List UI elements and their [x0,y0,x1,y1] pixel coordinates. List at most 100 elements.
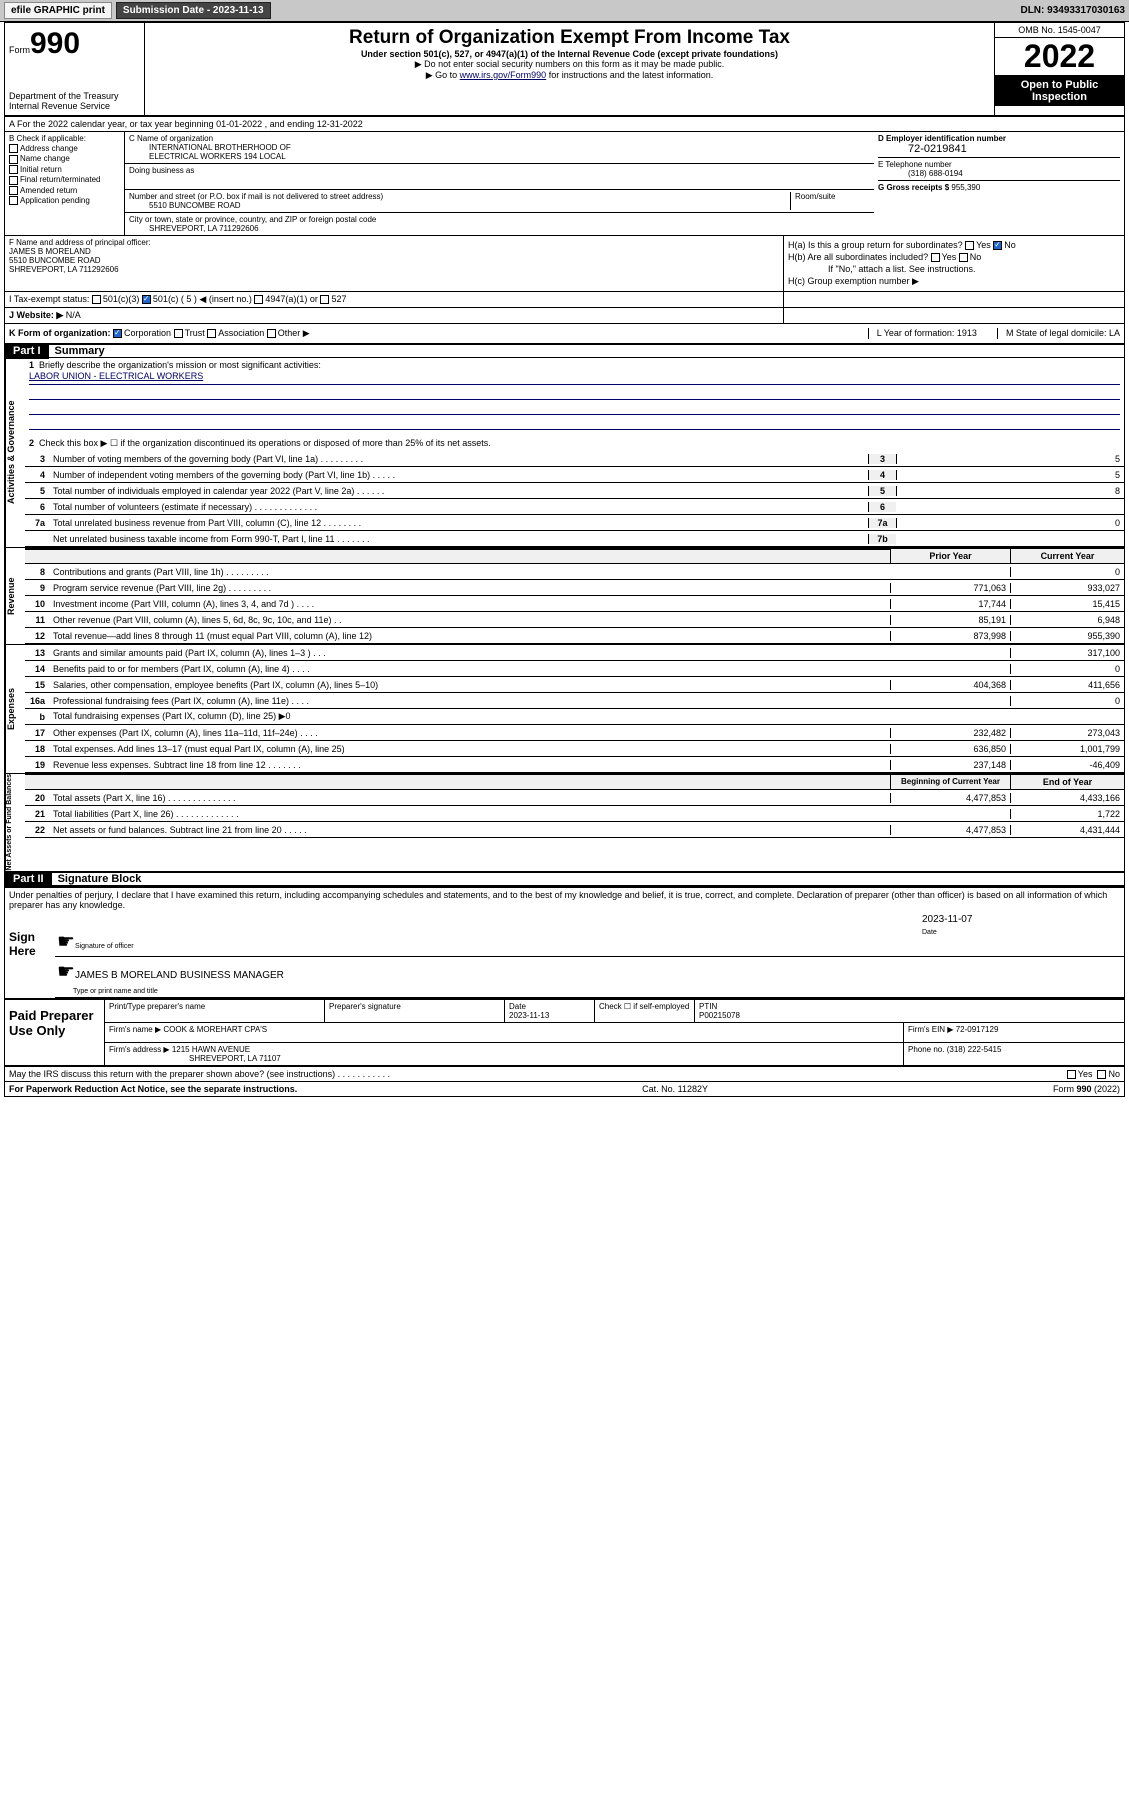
form-id-box: Form990 Department of the Treasury Inter… [5,23,145,115]
irs-link[interactable]: www.irs.gov/Form990 [460,70,547,80]
col-f: F Name and address of principal officer:… [5,236,784,291]
row-j: J Website: ▶ N/A [5,308,1124,324]
firm-name-label: Firm's name ▶ [109,1025,161,1034]
tax-year: 2022 [995,38,1124,76]
end-header: End of Year [1010,775,1124,789]
discuss-text: May the IRS discuss this return with the… [9,1069,390,1079]
note2: ▶ Go to www.irs.gov/Form990 for instruct… [149,70,990,81]
gov-line-3: 3Number of voting members of the governi… [25,451,1124,467]
side-net: Net Assets or Fund Balances [5,774,25,871]
gov-section: Activities & Governance 1 Briefly descri… [5,358,1124,547]
mission-text: LABOR UNION - ELECTRICAL WORKERS [29,371,1120,385]
q2: Check this box ▶ ☐ if the organization d… [39,438,491,448]
f-label: F Name and address of principal officer: [9,238,779,247]
org-name2: ELECTRICAL WORKERS 194 LOCAL [129,152,870,161]
officer-city: SHREVEPORT, LA 711292606 [9,265,779,274]
current-header: Current Year [1010,549,1124,563]
line-11: 11Other revenue (Part VIII, column (A), … [25,612,1124,628]
cb-address[interactable]: Address change [9,144,120,153]
phone-value: (318) 688-0194 [878,169,1120,178]
cb-initial[interactable]: Initial return [9,165,120,174]
paid-label: Paid Preparer Use Only [5,1000,105,1065]
gov-line-7b: Net unrelated business taxable income fr… [25,531,1124,547]
b-title: B Check if applicable: [9,134,120,143]
i-label: I Tax-exempt status: [9,294,89,304]
irs-label: Internal Revenue Service [9,101,140,111]
part1-header: Part ISummary [5,345,1124,358]
paid-preparer-area: Paid Preparer Use Only Print/Type prepar… [5,1000,1124,1067]
ptin: P00215078 [699,1011,740,1020]
efile-button[interactable]: efile GRAPHIC print [4,2,112,19]
declaration: Under penalties of perjury, I declare th… [5,886,1124,912]
firm-addr1: 1215 HAWN AVENUE [172,1045,250,1054]
hc-label: H(c) Group exemption number ▶ [788,276,1120,287]
gov-line-4: 4Number of independent voting members of… [25,467,1124,483]
subtitle: Under section 501(c), 527, or 4947(a)(1)… [149,49,990,59]
cb-name[interactable]: Name change [9,154,120,163]
line-16a: 16aProfessional fundraising fees (Part I… [25,693,1124,709]
org-name1: INTERNATIONAL BROTHERHOOD OF [129,143,870,152]
section-bcde: B Check if applicable: Address change Na… [5,132,1124,236]
c3: 501(c)(3) [103,294,140,304]
k-assoc: Association [218,328,264,338]
cb-pending[interactable]: Application pending [9,196,120,205]
firm-addr-label: Firm's address ▶ [109,1045,170,1054]
col-h: H(a) Is this a group return for subordin… [784,236,1124,291]
date-label: Date [922,929,1122,954]
dln-label: DLN: 93493317030163 [1020,5,1125,16]
open-inspection: Open to Public Inspection [995,76,1124,106]
phone-label: E Telephone number [878,160,1120,169]
footer-mid: Cat. No. 11282Y [642,1084,708,1094]
cb-final[interactable]: Final return/terminated [9,175,120,184]
sig-officer-label: Signature of officer [75,943,134,950]
discuss-row: May the IRS discuss this return with the… [5,1067,1124,1082]
line-14: 14Benefits paid to or for members (Part … [25,661,1124,677]
dba-label: Doing business as [129,166,870,175]
row-k: K Form of organization: Corporation Trus… [5,324,1124,345]
exp-section: Expenses 13Grants and similar amounts pa… [5,644,1124,773]
line-8: 8Contributions and grants (Part VIII, li… [25,564,1124,580]
submission-date-button[interactable]: Submission Date - 2023-11-13 [116,2,271,19]
cb-amended[interactable]: Amended return [9,186,120,195]
row-i: I Tax-exempt status: 501(c)(3) 501(c) ( … [5,292,1124,308]
side-exp: Expenses [5,645,25,773]
k-label: K Form of organization: [9,328,111,338]
type-name-label: Type or print name and title [57,988,158,995]
gov-line-6: 6Total number of volunteers (estimate if… [25,499,1124,515]
line-19: 19Revenue less expenses. Subtract line 1… [25,757,1124,773]
firm-ein-label: Firm's EIN ▶ [908,1025,953,1034]
begin-header: Beginning of Current Year [890,775,1010,789]
check-self: Check ☐ if self-employed [595,1000,695,1022]
gov-line-5: 5Total number of individuals employed in… [25,483,1124,499]
ptin-label: PTIN [699,1002,717,1011]
gov-line-7a: 7aTotal unrelated business revenue from … [25,515,1124,531]
website-val: N/A [66,310,81,320]
line-10: 10Investment income (Part VIII, column (… [25,596,1124,612]
ha-label: H(a) Is this a group return for subordin… [788,240,963,250]
section-fh: F Name and address of principal officer:… [5,236,1124,292]
note1: ▶ Do not enter social security numbers o… [149,59,990,70]
top-section: Form990 Department of the Treasury Inter… [5,23,1124,117]
rev-section: Revenue Prior YearCurrent Year 8Contribu… [5,547,1124,644]
gross-label: G Gross receipts $ [878,183,949,192]
firm-addr2: SHREVEPORT, LA 71107 [109,1054,281,1063]
k-trust: Trust [185,328,205,338]
l-year: L Year of formation: 1913 [868,328,977,339]
firm-phone: (318) 222-5415 [947,1045,1002,1054]
title-box: Return of Organization Exempt From Incom… [145,23,994,115]
q1: Briefly describe the organization's miss… [39,360,321,370]
prep-name-label: Print/Type preparer's name [105,1000,325,1022]
side-rev: Revenue [5,548,25,644]
dept-label: Department of the Treasury [9,91,140,101]
gross-value: 955,390 [951,183,980,192]
j-label: J Website: ▶ [9,310,63,320]
footer: For Paperwork Reduction Act Notice, see … [5,1082,1124,1096]
col-b: B Check if applicable: Address change Na… [5,132,125,235]
ein-label: D Employer identification number [878,134,1120,143]
line-12: 12Total revenue—add lines 8 through 11 (… [25,628,1124,644]
part2-header: Part IISignature Block [5,871,1124,886]
city-val: SHREVEPORT, LA 711292606 [129,224,870,233]
form-container: Form990 Department of the Treasury Inter… [4,22,1125,1097]
firm-name: COOK & MOREHART CPA'S [163,1025,267,1034]
footer-left: For Paperwork Reduction Act Notice, see … [9,1084,297,1094]
